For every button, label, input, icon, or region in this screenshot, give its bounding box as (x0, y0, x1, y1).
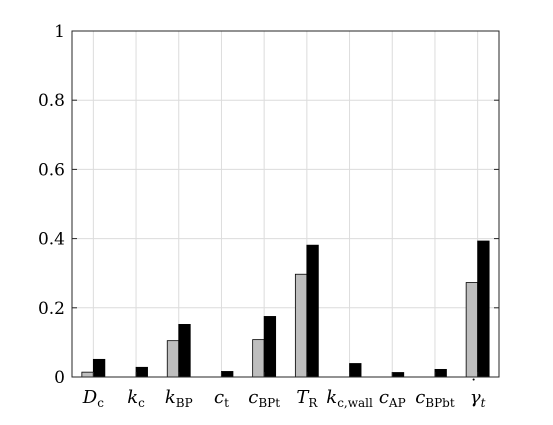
svg-text:kc: kc (127, 387, 145, 410)
y-tick-label: 0.2 (38, 299, 65, 319)
bar-series-2-cat-5 (263, 316, 277, 378)
x-category-accent: ˙ (469, 376, 478, 397)
y-tick-label: 0.6 (38, 160, 65, 180)
svg-text:Dc: Dc (82, 387, 104, 410)
bar-series-2-cat-4 (221, 371, 234, 378)
x-category-label: cBPbt (415, 387, 455, 410)
bar-series-1-cat-6 (294, 273, 308, 378)
svg-text:kc,wall: kc,wall (326, 387, 373, 410)
bar-series-2-cat-6 (306, 244, 319, 378)
x-category-label: γt˙ (469, 376, 485, 410)
bar-series-2-cat-7 (349, 363, 362, 378)
bar-series-2-cat-8 (391, 372, 405, 378)
svg-text:γt: γt (470, 387, 486, 410)
x-category-label: kc (127, 387, 145, 410)
x-category-label: cAP (379, 387, 406, 410)
x-category-label: cBPt (248, 387, 280, 410)
grid-lines (72, 30, 499, 378)
bar-series-1-cat-3 (166, 340, 180, 378)
x-category-label: ct (214, 387, 229, 410)
x-axis-labels: Dc kc kBP ct cBPt TR kc,wall cAP cBPbt γt˙ (82, 372, 486, 410)
svg-text:kBP: kBP (165, 387, 193, 410)
bar-series-2-cat-1 (92, 358, 106, 378)
bars (81, 240, 490, 378)
bar-series-1-cat-1 (81, 371, 94, 378)
plot-area-frame (71, 30, 500, 378)
x-category-label: TR (296, 387, 318, 410)
bar-series-2-cat-9 (434, 368, 447, 378)
bar-series-1-cat-10 (465, 282, 479, 378)
svg-text:cBPt: cBPt (248, 387, 280, 410)
svg-text:cBPbt: cBPbt (415, 387, 455, 410)
bar-series-2-cat-3 (178, 324, 191, 378)
y-tick-label: 0 (54, 368, 65, 388)
svg-text:ct: ct (214, 387, 229, 410)
y-tick-label: 1 (54, 22, 65, 42)
svg-text:cAP: cAP (379, 387, 406, 410)
y-tick-label: 0.4 (38, 230, 65, 250)
x-category-label: kc,wall (326, 387, 373, 410)
y-axis-ticks: 0 0.2 0.4 0.6 0.8 1 (38, 22, 499, 388)
bar-series-2-cat-2 (135, 366, 148, 378)
y-tick-label: 0.8 (38, 91, 65, 111)
x-category-label: Dc (82, 387, 104, 410)
svg-text:TR: TR (296, 387, 318, 410)
bar-series-2-cat-10 (477, 240, 490, 378)
x-category-label: kBP (165, 387, 193, 410)
bar-series-1-cat-5 (252, 339, 265, 378)
